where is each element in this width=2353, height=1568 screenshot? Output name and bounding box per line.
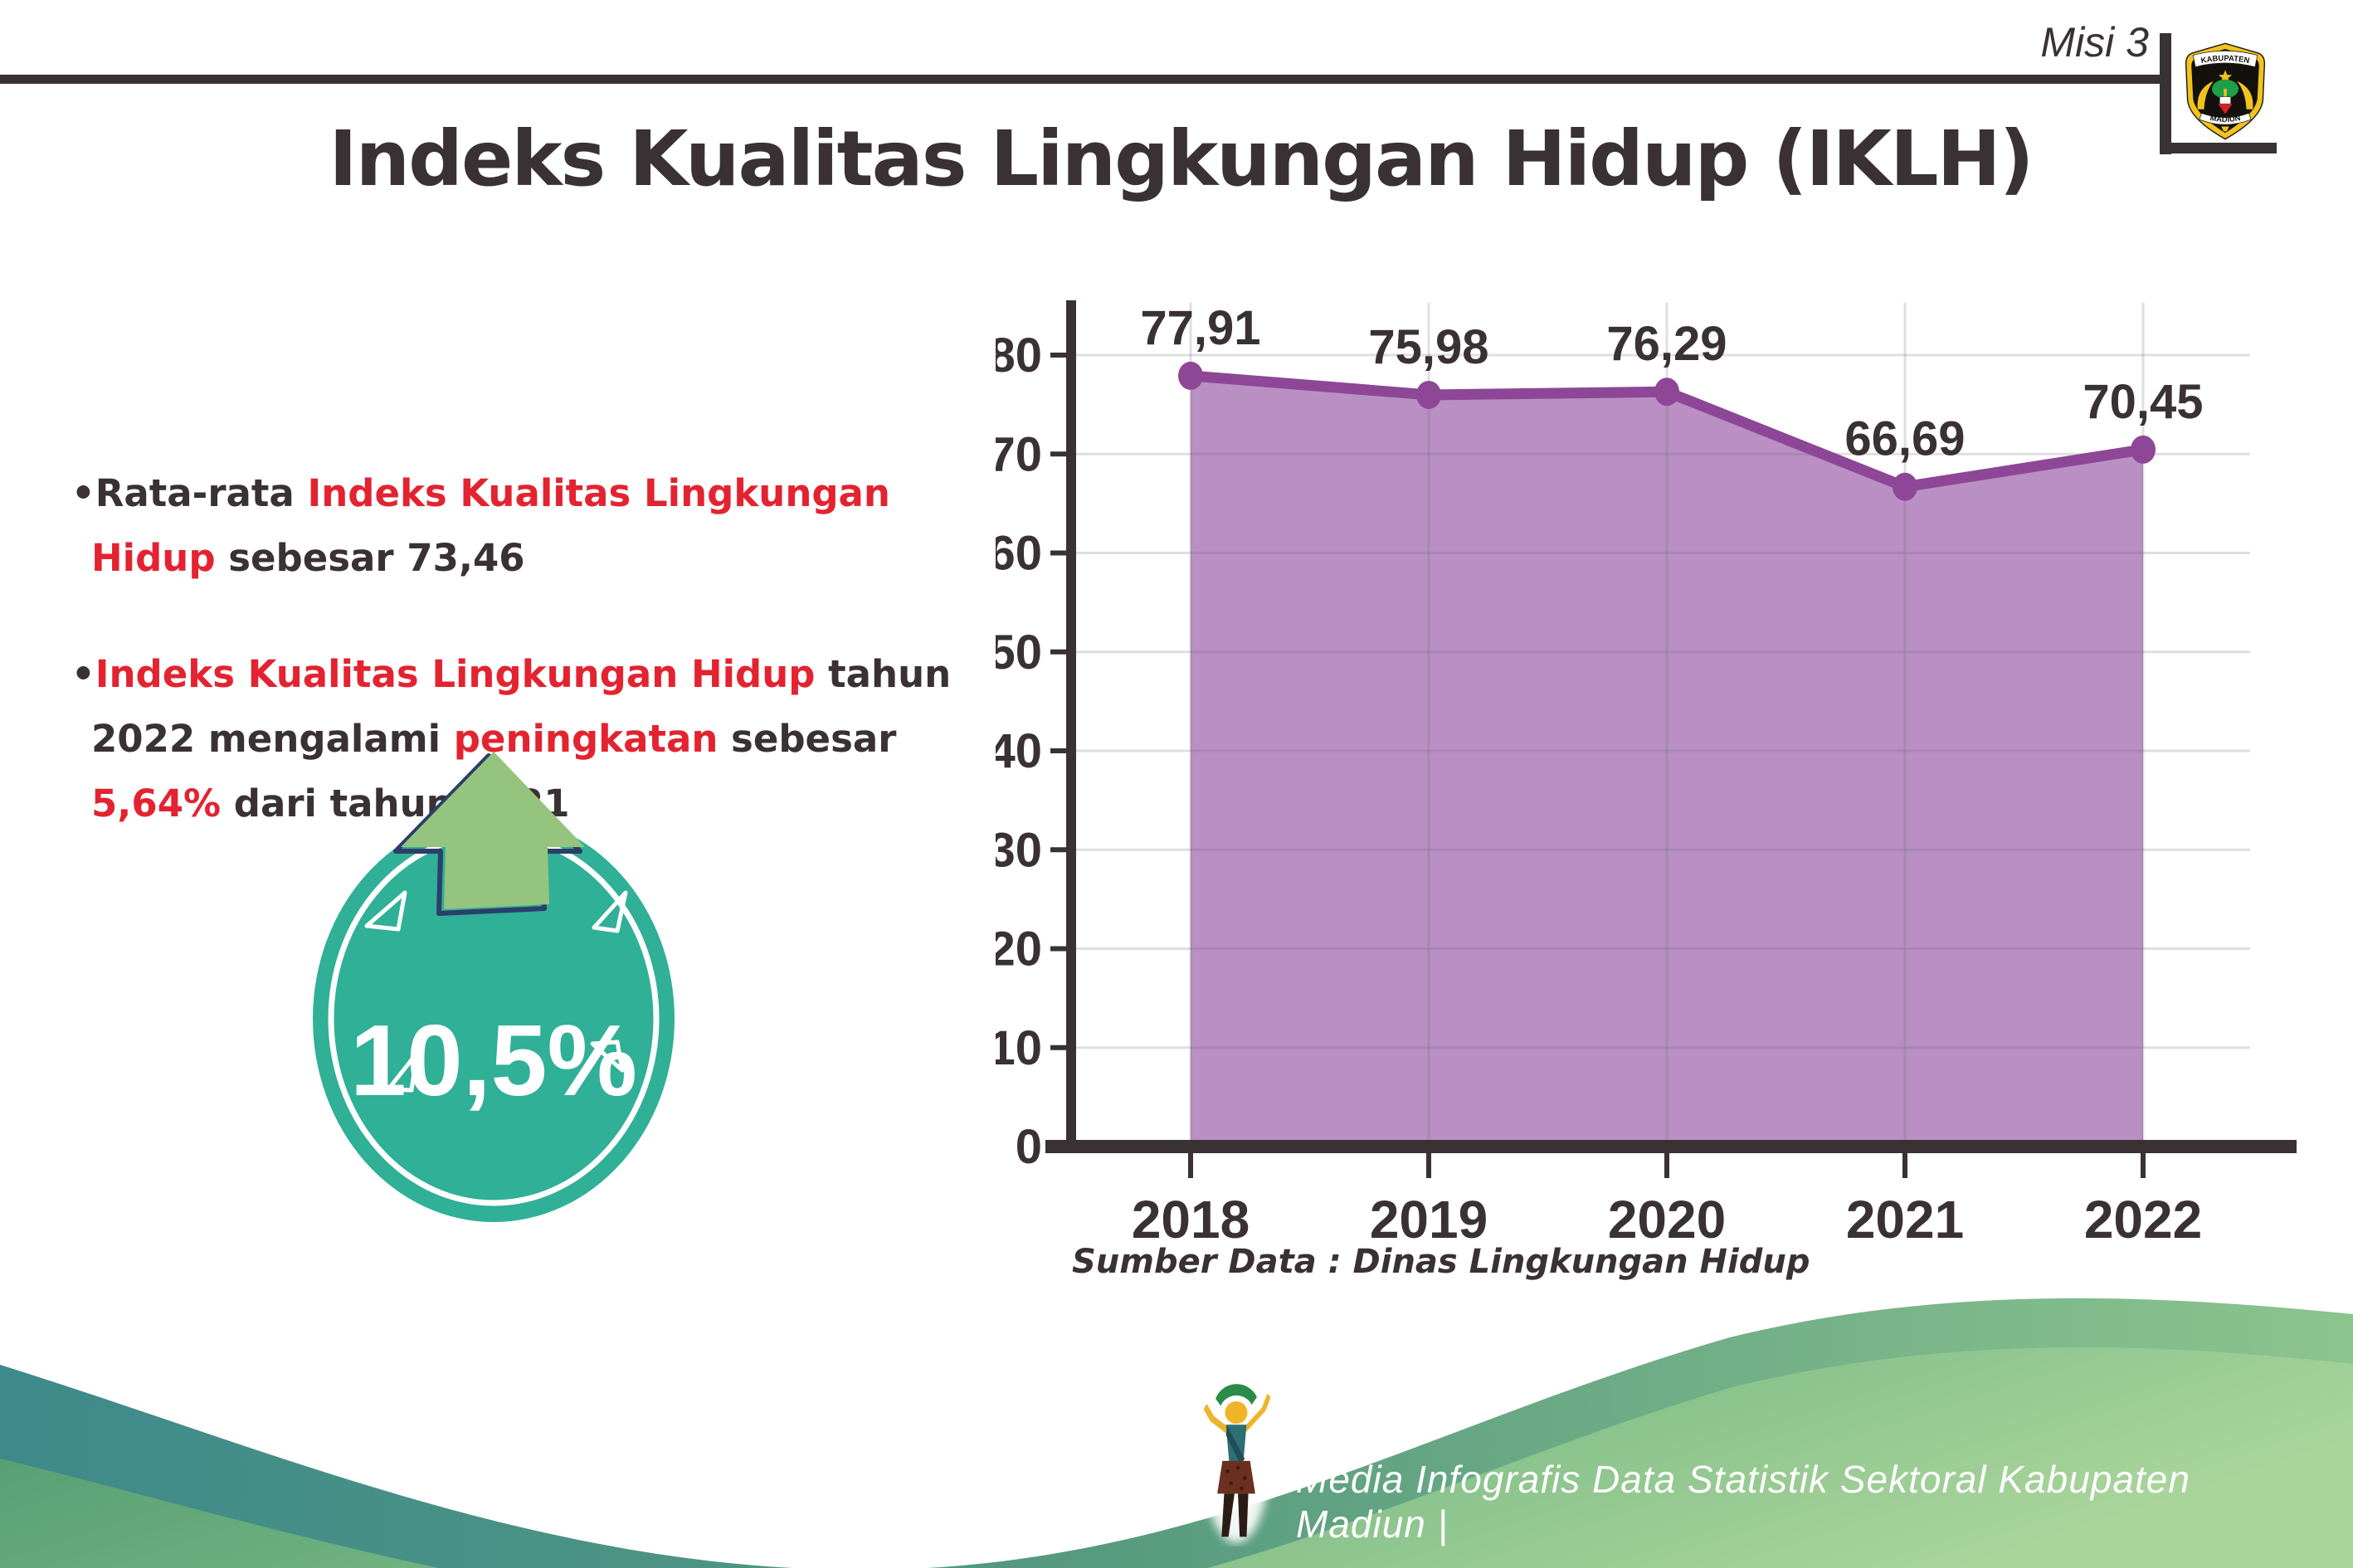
bullet-text-segment: Indeks Kualitas Lingkungan Hidup [91, 471, 890, 580]
svg-text:0: 0 [1016, 1120, 1042, 1174]
data-point-marker [2131, 435, 2156, 464]
footer-wave-body [0, 1347, 2353, 1568]
logo-banner-bottom [2199, 112, 2252, 125]
bullet-text-segment: tahun 2022 mengalami [91, 652, 952, 761]
bullet-text-segment: Rata-rata [95, 471, 308, 515]
bullet-text-segment: peningkatan [453, 717, 719, 761]
logo-frame-vertical [2160, 33, 2171, 154]
page-title: Indeks Kualitas Lingkungan Hidup (IKLH) [329, 114, 2034, 203]
data-point-label: 77,91 [1140, 301, 1260, 355]
y-tick-labels: 0 10 20 30 40 50 60 70 80 [996, 329, 1071, 1174]
svg-text:2018: 2018 [1132, 1190, 1250, 1249]
svg-text:30: 30 [996, 823, 1042, 877]
svg-text:10: 10 [996, 1021, 1042, 1075]
svg-text:80: 80 [996, 329, 1042, 382]
bullet-item: •Rata-rata Indeks Kualitas Lingkungan Hi… [71, 461, 976, 591]
badge-spark-lower-right [590, 1040, 625, 1073]
logo-banner-top-text: KABUPATEN [2200, 54, 2251, 66]
data-point-label: 76,29 [1606, 317, 1727, 371]
svg-text:2021: 2021 [1846, 1190, 1964, 1249]
header-rule [0, 75, 2160, 84]
chart-source: Sumber Data : Dinas Lingkungan Hidup [1072, 1243, 1810, 1281]
bullet-text-segment: Indeks Kualitas Lingkungan Hidup [95, 652, 816, 696]
data-points: 77,91 75,98 76,29 66,69 70,45 [1140, 301, 2204, 501]
logo-star-icon [2218, 70, 2233, 83]
logo-wheat-left [2197, 80, 2214, 110]
data-point-label: 70,45 [2083, 375, 2203, 429]
badge-value: 10,5% [350, 1004, 637, 1117]
mascot-arm-left [1203, 1404, 1230, 1434]
bullet-dot: • [71, 471, 95, 515]
svg-text:70: 70 [996, 427, 1042, 481]
bullet-text-segment: 5,64% [91, 782, 222, 825]
data-point-marker [1893, 472, 1917, 501]
footer-wave [0, 1298, 2353, 1568]
badge-circle [313, 816, 675, 1222]
x-tick-labels: 2018 2019 2020 2021 2022 [1132, 1153, 2202, 1249]
gridlines [1071, 303, 2250, 1147]
bullet-dot: • [71, 652, 95, 696]
svg-text:60: 60 [996, 527, 1042, 581]
svg-text:20: 20 [996, 923, 1042, 976]
data-point-marker [1178, 361, 1203, 390]
badge-spark-lower-left [386, 1051, 419, 1093]
up-arrow-icon [401, 752, 585, 909]
mascot-icon [1203, 1384, 1271, 1543]
arrow-outline [393, 753, 582, 916]
footer-caption: Media Infografis Data Statistik Sektoral… [1296, 1458, 2190, 1546]
badge-spark-upper-left [364, 890, 407, 932]
logo-red-chevron [2218, 104, 2233, 114]
mascot-sash [1225, 1426, 1245, 1463]
mascot-skirt [1217, 1460, 1255, 1494]
iklh-area-chart: 0 10 20 30 40 50 60 70 80 2018 2019 2020 2021 2022 77,… [996, 300, 2297, 1249]
data-point-marker [1654, 377, 1679, 407]
footer-wave-crest [0, 1298, 2353, 1568]
mascot-head [1225, 1401, 1248, 1424]
svg-text:2019: 2019 [1370, 1190, 1488, 1249]
mascot-arm-right [1243, 1393, 1271, 1432]
bullet-text-segment: sebesar 73,46 [215, 536, 525, 580]
logo-banner-bottom-text: MADIUN [2209, 114, 2242, 124]
svg-text:50: 50 [996, 626, 1042, 679]
bullet-list: •Rata-rata Indeks Kualitas Lingkungan Hi… [71, 461, 976, 888]
misi-label: Misi 3 [2040, 19, 2149, 66]
data-point-label: 66,69 [1844, 412, 1965, 466]
mascot-hat [1215, 1384, 1257, 1406]
logo-frame-horizontal [2160, 143, 2277, 153]
logo-wheat-right [2237, 80, 2253, 110]
data-point-marker [1416, 380, 1441, 409]
logo-center-shield [2219, 96, 2231, 105]
logo-banner-top [2192, 50, 2258, 68]
svg-text:40: 40 [996, 724, 1042, 778]
svg-text:2022: 2022 [2084, 1190, 2202, 1249]
kabupaten-madiun-logo-icon: KABUPATEN MADIUN [2185, 42, 2266, 140]
mascot-leg-right [1238, 1493, 1249, 1537]
area-fill [1191, 375, 2143, 1147]
badge-spark-upper-right [592, 890, 628, 933]
bullet-item: •Indeks Kualitas Lingkungan Hidup tahun … [71, 642, 976, 836]
svg-text:2020: 2020 [1608, 1190, 1726, 1249]
bullet-text-segment: sebesar [718, 717, 897, 761]
logo-base-ornament [2221, 126, 2229, 132]
data-point-label: 75,98 [1368, 320, 1488, 374]
increase-badge: 10,5% [313, 752, 675, 1222]
mascot-leg-left [1221, 1493, 1235, 1537]
